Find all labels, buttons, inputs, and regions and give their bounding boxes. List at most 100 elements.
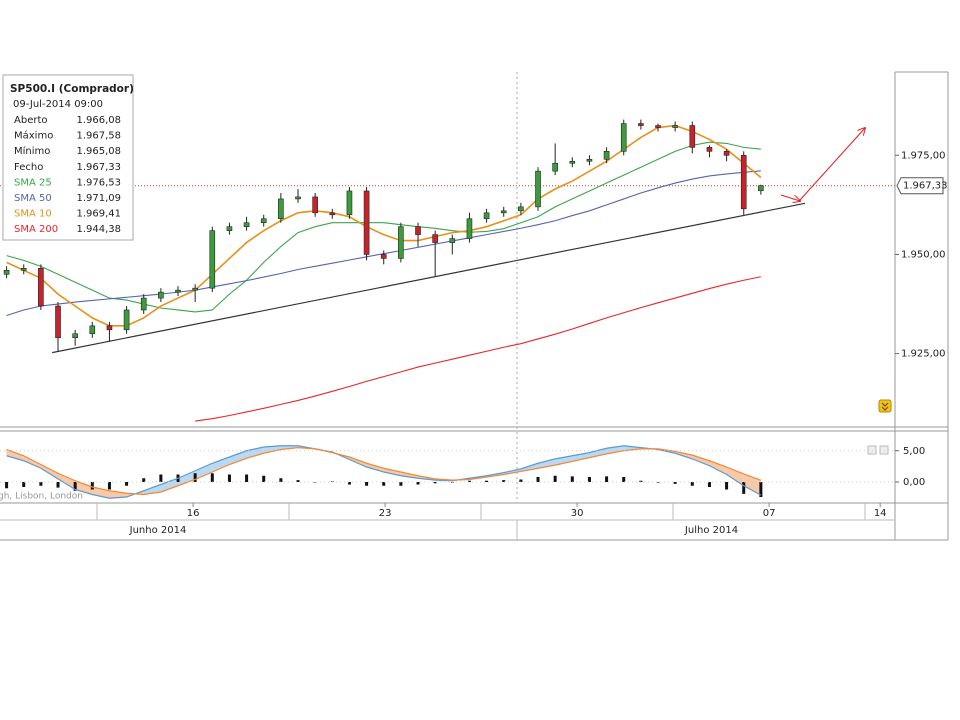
macd-histogram-bar [227, 474, 231, 482]
macd-fill [23, 455, 41, 469]
x-tick-label: 16 [187, 508, 200, 519]
macd-fill [178, 470, 196, 486]
candle-body [415, 226, 421, 235]
macd-histogram-bar [673, 482, 677, 484]
macd-fill [212, 457, 230, 472]
legend-value: 1.944,38 [76, 224, 121, 235]
candle-body [226, 226, 233, 231]
macd-fill [143, 484, 161, 495]
candle-body [243, 222, 250, 227]
current-price-box [896, 177, 944, 195]
info-label: Mínimo [14, 145, 50, 157]
scroll-button[interactable] [878, 399, 892, 413]
candle-body [432, 234, 438, 243]
candle-body [483, 212, 490, 220]
macd-histogram-bar [587, 477, 591, 482]
macd-histogram-bar [347, 482, 351, 485]
candle-body [466, 218, 473, 239]
legend-value: 1.969,41 [76, 209, 121, 220]
legend-label: SMA 50 [14, 193, 52, 204]
candle-body [3, 270, 10, 275]
macd-histogram-bar [433, 482, 437, 484]
macd-histogram-bar [639, 480, 643, 482]
candle-body [312, 196, 318, 214]
legend-label: SMA 200 [14, 224, 58, 235]
macd-fill [75, 480, 93, 495]
info-value: 1.967,33 [76, 162, 121, 173]
macd-histogram-bar [107, 482, 111, 490]
candle-body [672, 125, 678, 128]
macd-histogram-bar [502, 480, 506, 482]
macd-fill [726, 467, 744, 486]
candle-body [758, 185, 764, 191]
macd-histogram-bar [485, 480, 489, 482]
candle-body [740, 154, 747, 210]
legend-label: SMA 25 [14, 177, 52, 188]
macd-fill [572, 452, 590, 462]
candle-body [620, 123, 627, 152]
macd-y-tick-label: 5,00 [903, 446, 925, 457]
candle-body [363, 190, 370, 255]
candle-body [535, 170, 541, 208]
overlay: SP500.I (Comprador) 09-Jul-2014 09:00 Ab… [2, 74, 134, 241]
macd-fill [366, 463, 384, 472]
macd-histogram-bar [210, 473, 214, 482]
trendline [51, 202, 806, 354]
candle-body [209, 230, 216, 289]
x-tick-label: 14 [874, 508, 887, 519]
panel-buttons[interactable] [867, 445, 889, 455]
candle-body [586, 158, 593, 162]
macd-histogram-bar [193, 473, 197, 482]
macd-fill [195, 463, 213, 480]
month-label: Junho 2014 [129, 525, 187, 536]
candle-body [380, 254, 387, 259]
macd-histogram-bar [159, 474, 163, 482]
macd-fill [246, 447, 264, 459]
x-tick-label: 23 [379, 508, 392, 519]
watermark: gh, Lisbon, London [0, 492, 83, 502]
candle-body [295, 196, 301, 200]
macd-histogram-bar [73, 482, 77, 491]
macd-histogram-bar [742, 482, 746, 494]
macd-panel: gh, Lisbon, London [0, 445, 763, 502]
x-tick-label: 07 [763, 508, 776, 519]
macd-fill [58, 473, 76, 490]
y-tick-label: 1.950,00 [901, 249, 946, 260]
frame [0, 71, 949, 541]
info-box [2, 74, 134, 241]
legend-value: 1.971,09 [76, 193, 121, 204]
macd-line [6, 445, 762, 499]
candle-body [329, 212, 336, 216]
candle-body [106, 325, 113, 331]
candle-body [192, 287, 198, 291]
macd-fill [263, 445, 281, 454]
macd-histogram-bar [690, 482, 694, 486]
macd-histogram-bar [22, 482, 26, 487]
candle-body [158, 291, 164, 299]
candle-body [518, 206, 524, 212]
candle-body [123, 309, 130, 331]
candle-body [89, 325, 96, 335]
info-value: 1.967,58 [76, 131, 121, 142]
candle-body [723, 151, 730, 156]
info-title: SP500.I (Comprador) [10, 83, 134, 95]
macd-histogram-bar [142, 478, 146, 482]
macd-histogram-bar [56, 482, 60, 488]
info-label: Máximo [14, 130, 53, 142]
candle-body [655, 125, 661, 128]
macd-histogram-bar [365, 482, 369, 486]
macd-histogram-bar [416, 482, 420, 485]
candle-body [638, 123, 644, 126]
macd-histogram-bar [759, 482, 763, 497]
macd-histogram-bar [656, 482, 660, 483]
macd-fill [692, 455, 710, 466]
candle-body [603, 151, 610, 160]
candle-body [72, 333, 78, 339]
annotation-arrows [780, 128, 865, 201]
macd-fill [6, 449, 24, 461]
macd-histogram-bar [39, 482, 43, 486]
sma-line [6, 141, 761, 313]
macd-fill [383, 468, 401, 476]
sma-line [195, 276, 761, 422]
